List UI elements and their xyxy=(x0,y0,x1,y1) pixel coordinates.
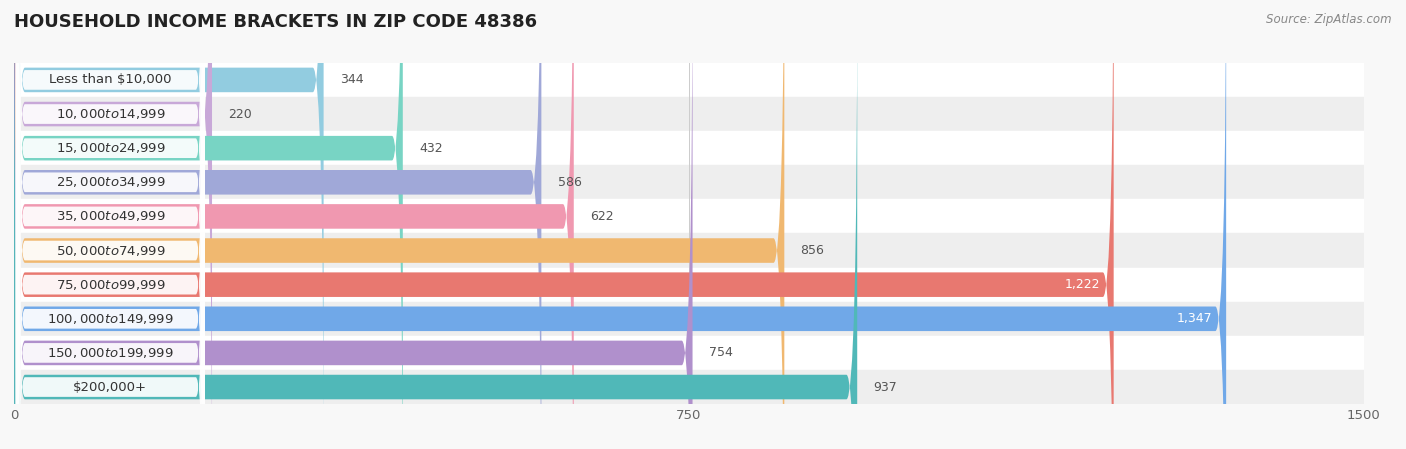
FancyBboxPatch shape xyxy=(14,0,785,449)
Text: 622: 622 xyxy=(591,210,613,223)
Text: $10,000 to $14,999: $10,000 to $14,999 xyxy=(55,107,165,121)
Text: $150,000 to $199,999: $150,000 to $199,999 xyxy=(46,346,173,360)
Text: $15,000 to $24,999: $15,000 to $24,999 xyxy=(55,141,165,155)
FancyBboxPatch shape xyxy=(15,0,205,449)
Bar xyxy=(14,302,1364,336)
Text: 1,222: 1,222 xyxy=(1064,278,1099,291)
Text: Source: ZipAtlas.com: Source: ZipAtlas.com xyxy=(1267,13,1392,26)
FancyBboxPatch shape xyxy=(14,0,1114,449)
Bar xyxy=(14,63,1364,97)
Bar xyxy=(14,336,1364,370)
Text: 586: 586 xyxy=(558,176,582,189)
Bar xyxy=(14,233,1364,268)
FancyBboxPatch shape xyxy=(14,0,402,449)
Text: 937: 937 xyxy=(873,381,897,393)
Text: $25,000 to $34,999: $25,000 to $34,999 xyxy=(55,175,165,189)
Text: Less than $10,000: Less than $10,000 xyxy=(49,74,172,86)
Text: 344: 344 xyxy=(340,74,363,86)
Text: $75,000 to $99,999: $75,000 to $99,999 xyxy=(55,277,165,292)
Bar xyxy=(14,165,1364,199)
FancyBboxPatch shape xyxy=(14,0,574,449)
Text: $35,000 to $49,999: $35,000 to $49,999 xyxy=(55,209,165,224)
Bar xyxy=(14,199,1364,233)
Bar xyxy=(14,370,1364,404)
FancyBboxPatch shape xyxy=(15,0,205,449)
FancyBboxPatch shape xyxy=(14,0,693,449)
FancyBboxPatch shape xyxy=(14,0,858,449)
Text: $100,000 to $149,999: $100,000 to $149,999 xyxy=(46,312,173,326)
Text: HOUSEHOLD INCOME BRACKETS IN ZIP CODE 48386: HOUSEHOLD INCOME BRACKETS IN ZIP CODE 48… xyxy=(14,13,537,31)
FancyBboxPatch shape xyxy=(15,22,205,449)
FancyBboxPatch shape xyxy=(14,0,323,449)
FancyBboxPatch shape xyxy=(15,0,205,411)
Text: 220: 220 xyxy=(228,108,252,120)
FancyBboxPatch shape xyxy=(15,56,205,449)
FancyBboxPatch shape xyxy=(15,0,205,449)
FancyBboxPatch shape xyxy=(14,0,212,449)
Text: 754: 754 xyxy=(709,347,733,359)
Text: 1,347: 1,347 xyxy=(1177,313,1212,325)
Bar xyxy=(14,131,1364,165)
FancyBboxPatch shape xyxy=(15,0,205,449)
Bar xyxy=(14,268,1364,302)
FancyBboxPatch shape xyxy=(15,0,205,449)
FancyBboxPatch shape xyxy=(15,0,205,449)
Text: $50,000 to $74,999: $50,000 to $74,999 xyxy=(55,243,165,258)
Text: $200,000+: $200,000+ xyxy=(73,381,148,393)
Text: 432: 432 xyxy=(419,142,443,154)
FancyBboxPatch shape xyxy=(14,0,1226,449)
FancyBboxPatch shape xyxy=(15,0,205,445)
FancyBboxPatch shape xyxy=(14,0,541,449)
Text: 856: 856 xyxy=(800,244,824,257)
Bar xyxy=(14,97,1364,131)
